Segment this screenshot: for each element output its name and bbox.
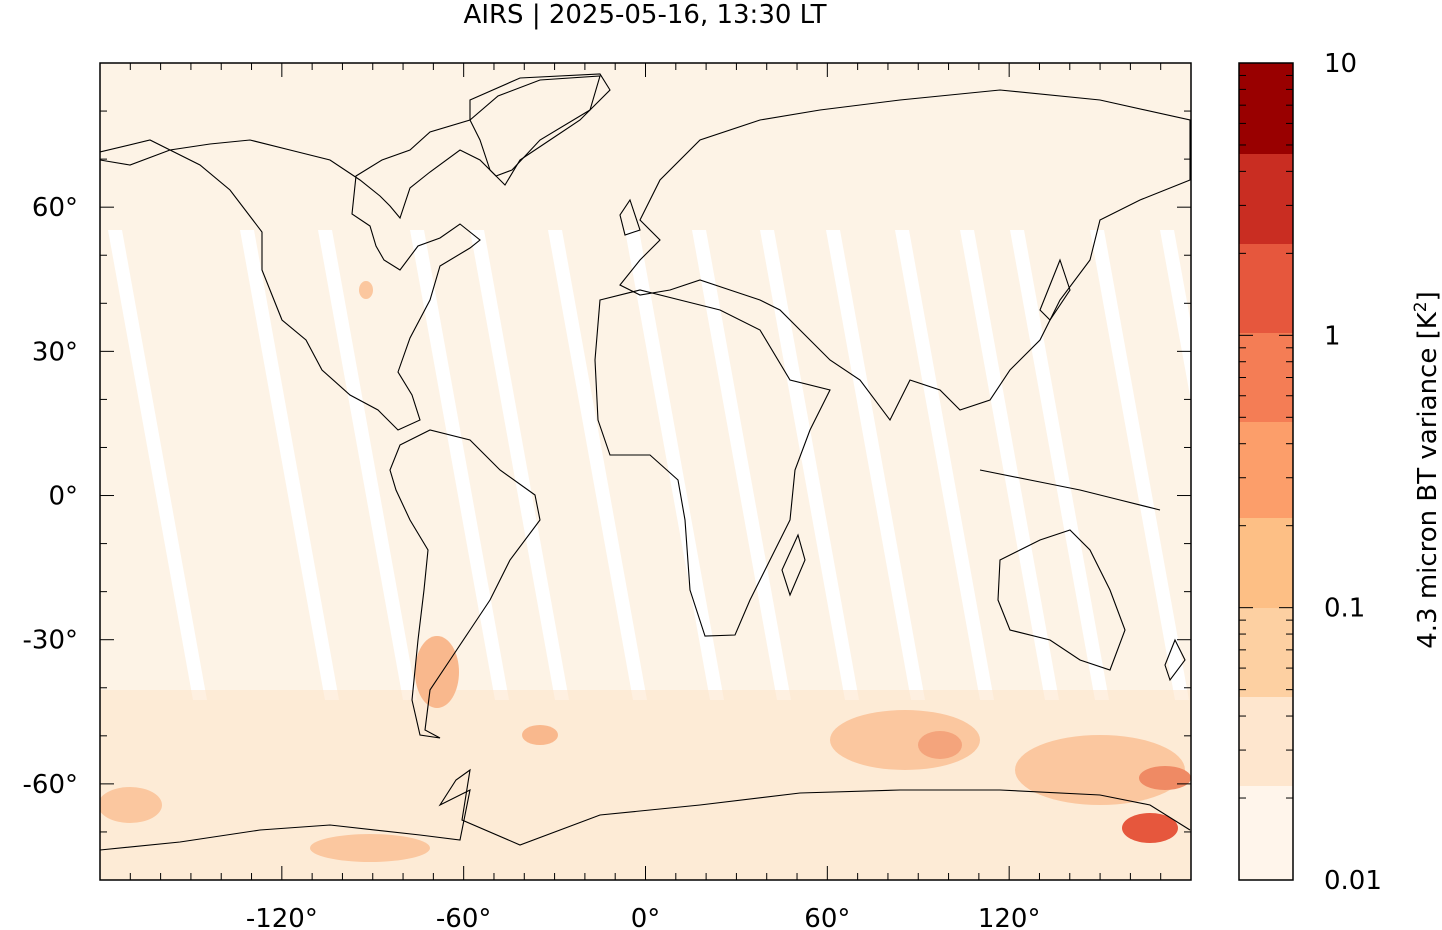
colorbar-band — [1239, 422, 1293, 518]
orbit-gap — [318, 230, 417, 700]
map-title: AIRS | 2025-05-16, 13:30 LT — [464, 0, 827, 30]
bellingshausen-patch — [310, 834, 430, 862]
orbit-gap — [960, 230, 1059, 700]
coastlines — [100, 73, 1191, 851]
tasman-patch — [1139, 766, 1191, 790]
colorbar-ticks — [1239, 62, 1293, 881]
lon-tick-label: -60° — [436, 904, 491, 930]
greenland-coast — [469, 73, 611, 186]
colorbar-tick-label: 1 — [1324, 321, 1341, 351]
colorbar-band — [1239, 518, 1293, 608]
orbit-gap — [826, 230, 925, 700]
variance-patches — [100, 281, 1191, 880]
south-atlantic-patch — [522, 725, 558, 745]
colorbar-tick-label: 10 — [1324, 49, 1357, 79]
colorbar-band — [1239, 786, 1293, 880]
south-of-australia-patch — [1122, 813, 1178, 843]
orbit-gap — [548, 230, 647, 700]
data-layer — [100, 230, 1191, 880]
lon-tick-label: 120° — [978, 904, 1041, 930]
indonesia-coast — [979, 469, 1161, 511]
japan-coast — [1039, 258, 1071, 321]
lat-tick-label: -30° — [23, 626, 78, 656]
colorbar-tick-label: 0.01 — [1324, 866, 1382, 896]
lon-tick-label: -120° — [246, 904, 318, 930]
orbit-gaps — [108, 230, 1191, 700]
ross-sea-patch — [100, 787, 162, 823]
colorbar-bands — [1239, 63, 1293, 880]
orbit-gap — [1010, 230, 1109, 700]
australian-ocean-patch — [1015, 735, 1185, 805]
madagascar-coast — [781, 533, 806, 597]
orbit-gap — [240, 230, 339, 700]
orbit-gap — [410, 230, 509, 700]
colorbar-band — [1239, 154, 1293, 244]
lat-tick-label: -60° — [23, 770, 78, 800]
orbit-gap — [895, 230, 994, 700]
orbit-gap — [1160, 230, 1191, 402]
southern-ocean-band — [100, 690, 1191, 880]
colorbar-band — [1239, 244, 1293, 333]
north-america-patch — [359, 281, 373, 299]
colorbar-label-text: 4.3 micron BT variance [K — [1413, 311, 1442, 649]
colorbar-axis-label: 4.3 micron BT variance [K2] — [1411, 291, 1442, 649]
colorbar: 10 1 0.1 0.01 4.3 micron BT variance [K2… — [1238, 49, 1442, 896]
colorbar-band — [1239, 333, 1293, 422]
lon-tick-label: 0° — [631, 904, 661, 930]
colorbar-label-close: ] — [1413, 291, 1442, 301]
colorbar-band — [1239, 63, 1293, 154]
new-zealand-coast — [1164, 638, 1186, 682]
lon-tick-label: 60° — [804, 904, 850, 930]
lon-axis: -120° -60° 0° 60° 120° — [246, 904, 1041, 930]
lat-tick-label: 30° — [32, 337, 78, 367]
orbit-gap — [760, 230, 859, 700]
colorbar-band — [1239, 697, 1293, 786]
orbit-gap — [625, 230, 724, 700]
australia-coast — [997, 529, 1126, 671]
south-america-coast — [389, 429, 541, 739]
lat-tick-label: 60° — [32, 193, 78, 223]
africa-coast — [594, 289, 831, 637]
colorbar-band — [1239, 608, 1293, 697]
north-america-coast — [100, 75, 601, 431]
orbit-gap — [470, 230, 569, 700]
orbit-gap — [108, 230, 207, 700]
antarctica-coast — [100, 768, 1191, 851]
map-ticks — [100, 63, 1191, 880]
colorbar-tick-label: 0.1 — [1324, 594, 1365, 624]
orbit-gap — [1090, 230, 1189, 700]
map-panel — [99, 62, 1192, 881]
andes-patch — [415, 636, 459, 708]
colorbar-frame — [1238, 62, 1294, 881]
orbit-gap — [692, 230, 791, 700]
british-isles-coast — [619, 198, 641, 236]
colorbar-label-superscript: 2 — [1411, 301, 1431, 312]
lat-axis: 60° 30° 0° -30° -60° — [23, 193, 78, 800]
indian-ocean-patch-2 — [918, 731, 962, 759]
lat-tick-label: 0° — [48, 482, 78, 512]
